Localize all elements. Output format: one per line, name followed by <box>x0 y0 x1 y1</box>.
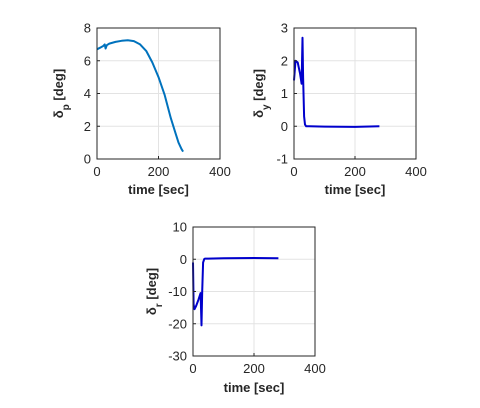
chart-1: 0 200 400 0 2 4 6 8 time [sec] δp [deg] <box>51 21 231 198</box>
x-tick-label: 0 <box>290 164 297 179</box>
y-tick-label: 4 <box>84 86 91 101</box>
series-line <box>293 36 380 128</box>
y-tick-label: 10 <box>173 220 187 235</box>
y-tick-label: 2 <box>281 53 288 68</box>
series-line <box>96 39 184 153</box>
x-axis-label: time [sec] <box>325 182 386 197</box>
x-tick-label: 400 <box>304 361 326 376</box>
y-tick-label: 3 <box>281 21 288 36</box>
y-tick-label: 8 <box>84 21 91 36</box>
y-tick-label: -10 <box>168 284 187 299</box>
y-axis-label: δp [deg] <box>51 69 72 118</box>
y-tick-label: -30 <box>168 349 187 364</box>
y-tick-label: 1 <box>281 86 288 101</box>
x-tick-label: 200 <box>148 164 170 179</box>
y-axis-label: δy [deg] <box>251 69 272 118</box>
x-tick-label: 200 <box>344 164 366 179</box>
series-line <box>192 257 279 327</box>
y-tick-label: 0 <box>281 119 288 134</box>
y-tick-label: 0 <box>84 152 91 167</box>
y-tick-label: 2 <box>84 119 91 134</box>
y-tick-label: 6 <box>84 53 91 68</box>
x-tick-label: 200 <box>243 361 265 376</box>
x-axis-label: time [sec] <box>224 380 285 395</box>
chart-3: 0 200 400 -30 -20 -10 0 10 time [sec] δr [deg] <box>144 220 326 396</box>
y-tick-label: -20 <box>168 316 187 331</box>
y-tick-label: 0 <box>180 252 187 267</box>
x-tick-label: 0 <box>189 361 196 376</box>
x-tick-label: 400 <box>209 164 231 179</box>
x-tick-label: 400 <box>405 164 427 179</box>
x-axis-label: time [sec] <box>128 182 189 197</box>
y-tick-label: -1 <box>276 152 288 167</box>
x-tick-label: 0 <box>93 164 100 179</box>
y-axis-label: δr [deg] <box>144 268 165 315</box>
